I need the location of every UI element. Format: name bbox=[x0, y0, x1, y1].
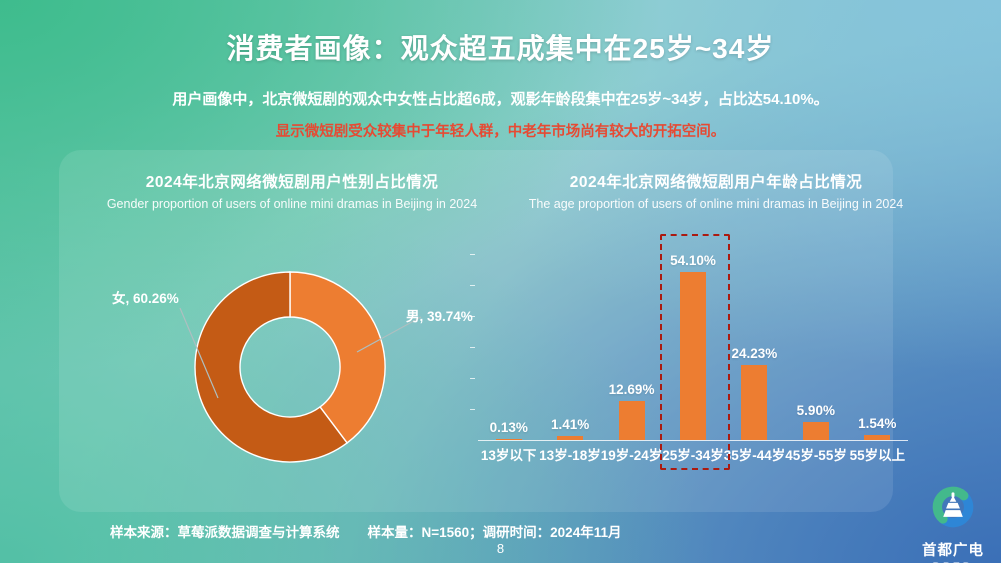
bar-chart-header: 2024年北京网络微短剧用户年龄占比情况 The age proportion … bbox=[496, 170, 936, 211]
y-tick-mark bbox=[470, 408, 475, 411]
bar-column-35岁-44岁: 24.23% bbox=[724, 232, 785, 440]
donut-slice-女 bbox=[194, 271, 349, 463]
x-axis-line bbox=[478, 440, 908, 441]
bar-chart-title-en: The age proportion of users of online mi… bbox=[528, 197, 904, 211]
category-label: 45岁-55岁 bbox=[785, 448, 847, 463]
page-title: 消费者画像：观众超五成集中在25岁~34岁 bbox=[226, 33, 775, 64]
bar bbox=[495, 439, 522, 440]
bar-column-45岁-55岁: 5.90% bbox=[785, 232, 846, 440]
donut-label-male: 男, 39.74% bbox=[406, 309, 473, 324]
bar bbox=[802, 421, 829, 440]
category-label: 19岁-24岁 bbox=[600, 448, 663, 463]
bar-value-label: 5.90% bbox=[796, 402, 835, 418]
category-label: 55岁以上 bbox=[849, 448, 906, 463]
bar-column-19岁-24岁: 12.69% bbox=[601, 232, 662, 440]
bar bbox=[741, 364, 768, 440]
bar-value-label: 1.41% bbox=[550, 416, 590, 432]
logo-name-en: BRTB bbox=[913, 561, 993, 563]
y-tick-mark bbox=[470, 284, 475, 287]
bar-chart-title-cn: 2024年北京网络微短剧用户年龄占比情况 bbox=[569, 174, 863, 191]
logo-name-cn: 首都广电 bbox=[922, 543, 984, 559]
bar bbox=[679, 272, 706, 440]
donut-chart-header: 2024年北京网络微短剧用户性别占比情况 Gender proportion o… bbox=[72, 170, 512, 211]
subtitle-text: 用户画像中，北京微短剧的观众中女性占比超6成，观影年龄段集中在25岁~34岁，占… bbox=[172, 91, 829, 108]
bar-value-label: 24.23% bbox=[731, 345, 778, 361]
charts-panel bbox=[59, 150, 893, 512]
category-label: 13岁-18岁 bbox=[539, 448, 601, 463]
bar-column-55岁以上: 1.54% bbox=[847, 232, 908, 440]
bar bbox=[864, 435, 891, 440]
bar-column-13岁-18岁: 1.41% bbox=[539, 232, 600, 440]
bar-value-label: 1.54% bbox=[858, 416, 897, 432]
y-tick-mark bbox=[470, 253, 475, 256]
page-number: 8 bbox=[496, 541, 505, 556]
pagoda-glyph bbox=[943, 492, 963, 517]
donut-label-female: 女, 60.26% bbox=[112, 291, 179, 306]
category-label: 25岁-34岁 bbox=[662, 448, 724, 463]
bar-plot-area: 0.13% 1.41% 12.69% 54.10% 24.23% 5.90% 1.54% bbox=[478, 232, 908, 440]
category-label: 13岁以下 bbox=[480, 448, 537, 463]
footer: 样本来源：草莓派数据调查与计算系统 样本量：N=1560；调研时间：2024年1… bbox=[110, 521, 621, 541]
donut-chart bbox=[179, 271, 422, 463]
bar bbox=[618, 400, 645, 440]
category-label: 35岁-44岁 bbox=[723, 448, 786, 463]
y-tick-mark bbox=[470, 315, 475, 318]
bar-column-13岁以下: 0.13% bbox=[478, 232, 539, 440]
donut-leader-line-female bbox=[179, 307, 219, 399]
sample-source-text: 样本来源：草莓派数据调查与计算系统 bbox=[110, 525, 340, 540]
y-tick-mark bbox=[470, 346, 475, 349]
brtb-logo-icon bbox=[932, 486, 974, 528]
bar-value-label: 12.69% bbox=[608, 381, 655, 397]
bar-value-label: 54.10% bbox=[670, 253, 716, 268]
highlight-dashed-box bbox=[660, 234, 730, 470]
bar-chart: 0.13% 1.41% 12.69% 54.10% 24.23% 5.90% 1.54% 1… bbox=[470, 232, 908, 470]
bar-value-label: 0.13% bbox=[489, 420, 528, 435]
bar-column-25岁-34岁: 54.10% bbox=[662, 232, 723, 440]
donut-slice-男 bbox=[289, 271, 386, 444]
donut-chart-title-cn: 2024年北京网络微短剧用户性别占比情况 bbox=[145, 174, 439, 191]
sample-size-text: 样本量：N=1560；调研时间：2024年11月 bbox=[367, 525, 622, 540]
donut-leader-line-male bbox=[356, 316, 422, 353]
highlight-note-text: 显示微短剧受众较集中于年轻人群，中老年市场尚有较大的开拓空间。 bbox=[275, 124, 726, 140]
x-axis-category-labels: 13岁以下 13岁-18岁 19岁-24岁 25岁-34岁 35岁-44岁 45岁-55岁… bbox=[478, 444, 908, 464]
donut-chart-title-en: Gender proportion of users of online min… bbox=[106, 197, 478, 211]
y-tick-mark bbox=[470, 377, 475, 380]
bar bbox=[557, 435, 584, 440]
brtb-logo: 首都广电 BRTB bbox=[913, 482, 993, 563]
